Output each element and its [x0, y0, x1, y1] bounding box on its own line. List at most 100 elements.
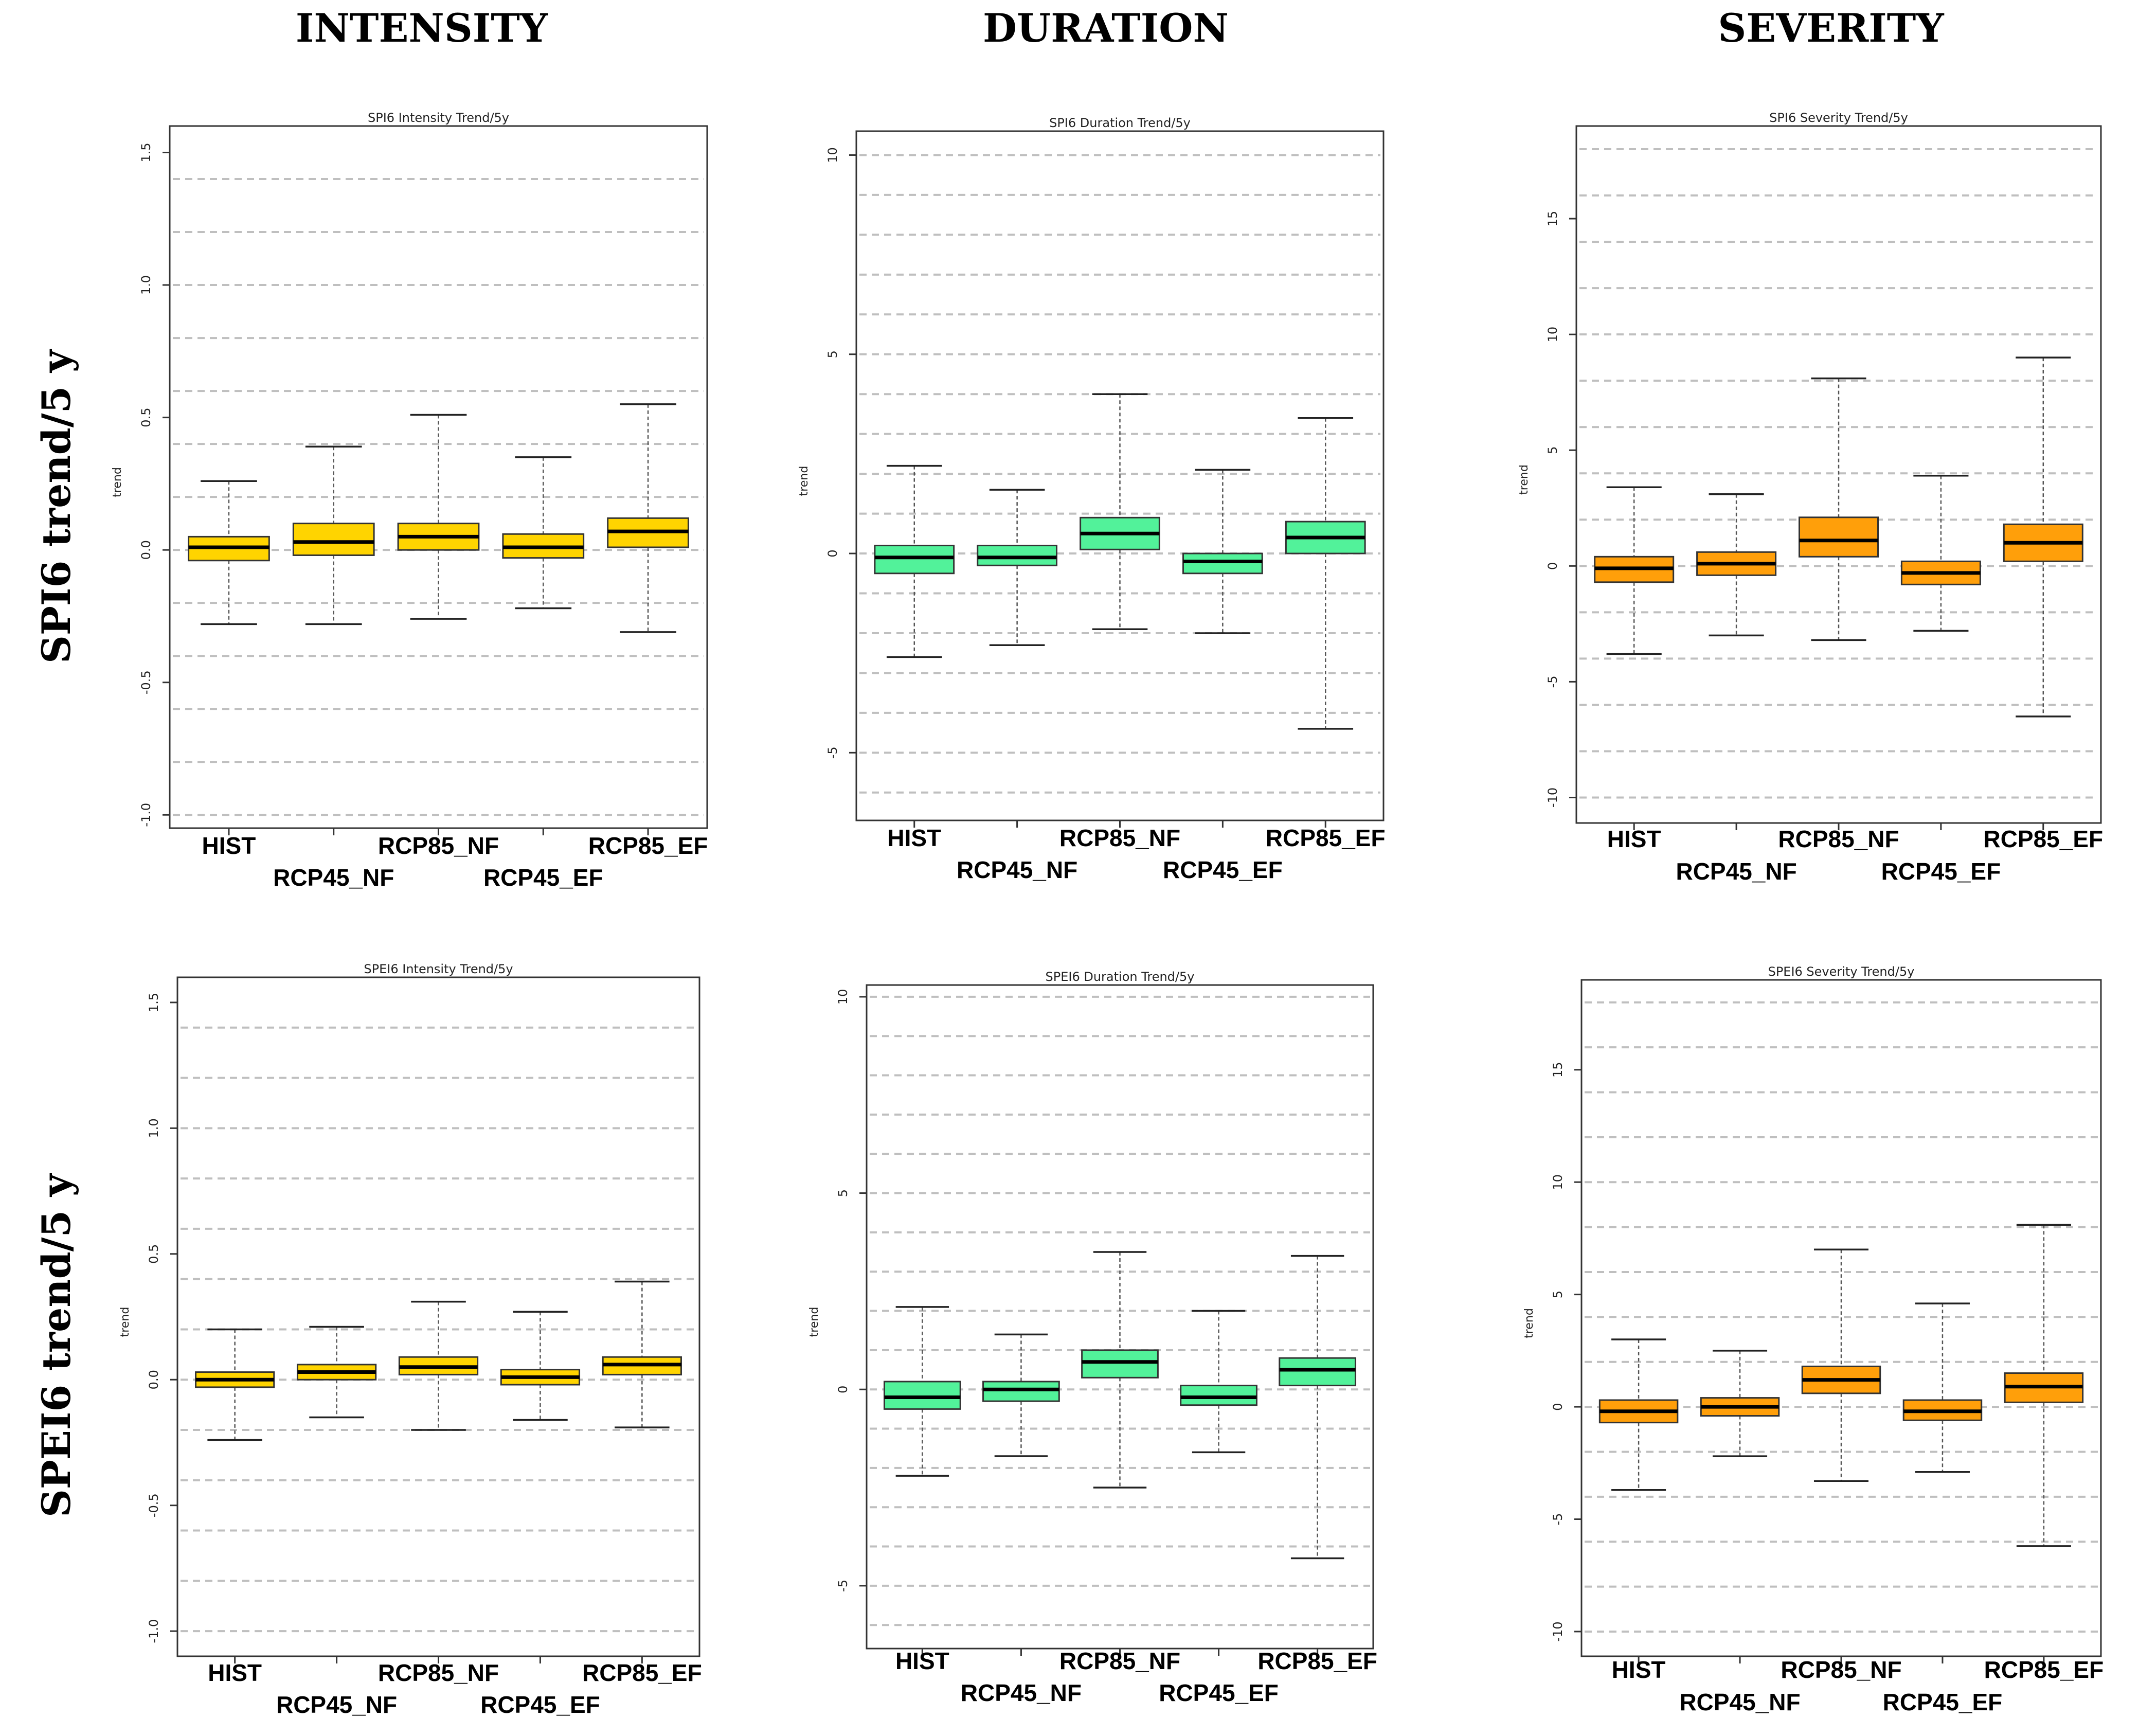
x-category-label: RCP85_NF	[1059, 1648, 1180, 1674]
x-category-label: HIST	[1607, 826, 1661, 852]
y-tick-label: 0	[1551, 1403, 1565, 1410]
y-tick-label: 0.0	[139, 540, 153, 560]
box-iqr	[1799, 516, 1879, 558]
x-category-label: RCP85_EF	[1983, 826, 2103, 852]
x-category-label: RCP85_NF	[1781, 1656, 1901, 1683]
x-category-label: HIST	[208, 1659, 262, 1686]
box-RCP45_EF	[1182, 469, 1263, 634]
x-category-label: RCP45_NF	[957, 856, 1077, 883]
x-category-label: RCP85_EF	[1266, 825, 1386, 851]
y-tick-label: 0.5	[147, 1244, 161, 1264]
box-RCP45_NF	[296, 1326, 377, 1419]
chart-panel-SPI6-severity: SPI6 Severity Trend/5y -10 -5 0 5 10 15 trend HI…	[1518, 111, 2103, 885]
y-tick-label: -5	[1545, 675, 1560, 688]
x-category-label: RCP45_EF	[1159, 1679, 1279, 1706]
box-iqr	[1279, 1357, 1357, 1387]
column-title-duration: DURATION	[983, 5, 1229, 51]
x-category-label: RCP85_NF	[378, 1659, 499, 1686]
y-tick-label: -1.0	[139, 803, 153, 827]
y-tick-label: 10	[1551, 1174, 1565, 1190]
x-category-label: RCP85_EF	[582, 1659, 702, 1686]
x-category-label: RCP45_EF	[1881, 858, 2001, 885]
x-category-label: RCP45_NF	[1676, 858, 1796, 885]
box-RCP85_EF	[1285, 417, 1366, 730]
chart-panel-SPEI6-intensity: SPEI6 Intensity Trend/5y -1.0 -0.5 0.0 0.5 1.…	[119, 962, 702, 1718]
y-axis-label: trend	[1523, 1308, 1536, 1338]
x-category-label: RCP85_NF	[378, 832, 499, 859]
box-iqr	[1180, 1385, 1257, 1406]
box-HIST	[188, 480, 270, 625]
panel-title: SPI6 Duration Trend/5y	[1049, 116, 1191, 130]
chart-panel-SPEI6-severity: SPEI6 Severity Trend/5y -10 -5 0 5 10 15 trend H…	[1523, 964, 2104, 1715]
x-category-label: HIST	[887, 825, 941, 851]
chart-panel-SPEI6-duration: SPEI6 Duration Trend/5y -5 0 5 10 trend HIST RC…	[808, 970, 1377, 1706]
box-RCP45_NF	[982, 1333, 1060, 1457]
y-tick-label: 1.0	[147, 1118, 161, 1138]
x-category-label: RCP85_EF	[588, 832, 708, 859]
y-tick-label: 10	[825, 147, 840, 163]
box-HIST	[1594, 486, 1675, 655]
y-tick-label: 1.5	[139, 142, 153, 162]
box-RCP85_EF	[602, 1280, 682, 1428]
box-RCP85_NF	[1081, 1251, 1159, 1489]
box-RCP85_EF	[607, 403, 689, 633]
y-tick-label: -0.5	[139, 670, 153, 694]
panel-title: SPEI6 Intensity Trend/5y	[364, 962, 513, 976]
box-RCP85_EF	[1279, 1255, 1357, 1560]
box-HIST	[195, 1328, 275, 1441]
box-RCP85_NF	[1799, 377, 1879, 641]
y-tick-label: 0.5	[139, 408, 153, 427]
y-tick-label: 0	[836, 1386, 850, 1393]
box-iqr	[977, 545, 1057, 566]
box-iqr	[874, 545, 955, 575]
box-HIST	[874, 464, 955, 658]
x-category-label: RCP85_NF	[1059, 825, 1180, 851]
y-tick-label: -10	[1551, 1621, 1565, 1641]
x-category-label: RCP45_EF	[483, 864, 603, 891]
y-tick-label: -10	[1545, 788, 1560, 808]
y-tick-label: -0.5	[147, 1493, 161, 1517]
box-RCP85_NF	[1801, 1248, 1881, 1482]
y-axis-label: trend	[798, 466, 811, 496]
y-tick-label: 0	[1545, 562, 1560, 570]
box-HIST	[883, 1306, 961, 1477]
x-category-label: RCP45_NF	[273, 864, 394, 891]
chart-panel-SPI6-intensity: SPI6 Intensity Trend/5y -1.0 -0.5 0.0 0.5 1.0…	[111, 111, 708, 891]
x-category-label: RCP45_EF	[480, 1691, 600, 1718]
x-category-label: RCP85_NF	[1778, 826, 1899, 852]
box-RCP85_NF	[398, 1300, 479, 1431]
box-HIST	[1598, 1338, 1679, 1491]
y-tick-label: 5	[1545, 446, 1560, 454]
x-category-label: RCP45_NF	[961, 1679, 1082, 1706]
y-tick-label: 0	[825, 549, 840, 557]
x-category-label: RCP45_EF	[1883, 1689, 2003, 1715]
box-RCP45_NF	[977, 489, 1057, 646]
box-RCP45_EF	[500, 1311, 581, 1421]
y-tick-label: 1.5	[147, 993, 161, 1012]
box-RCP45_EF	[1180, 1310, 1257, 1454]
y-tick-label: 0.0	[147, 1370, 161, 1389]
box-RCP85_NF	[397, 414, 480, 620]
x-category-label: HIST	[895, 1648, 949, 1674]
y-tick-label: -5	[836, 1580, 850, 1592]
y-tick-label: -1.0	[147, 1619, 161, 1643]
column-title-severity: SEVERITY	[1718, 5, 1944, 51]
box-RCP85_NF	[1080, 393, 1160, 630]
y-tick-label: 10	[836, 989, 850, 1005]
x-category-label: RCP85_EF	[1984, 1656, 2104, 1683]
y-tick-label: 15	[1545, 211, 1560, 227]
panel-title: SPEI6 Duration Trend/5y	[1046, 970, 1195, 984]
y-tick-label: -5	[825, 746, 840, 759]
x-category-label: HIST	[202, 832, 256, 859]
box-RCP45_NF	[1696, 493, 1777, 637]
box-RCP45_EF	[1900, 475, 1981, 632]
y-tick-label: 15	[1551, 1062, 1565, 1078]
x-category-label: RCP85_EF	[1257, 1648, 1377, 1674]
panel-title: SPEI6 Severity Trend/5y	[1768, 964, 1915, 979]
box-RCP45_NF	[292, 445, 375, 625]
y-tick-label: 5	[836, 1189, 850, 1197]
box-RCP45_EF	[502, 456, 585, 610]
column-title-intensity: INTENSITY	[295, 5, 548, 51]
y-tick-label: 5	[1551, 1291, 1565, 1298]
